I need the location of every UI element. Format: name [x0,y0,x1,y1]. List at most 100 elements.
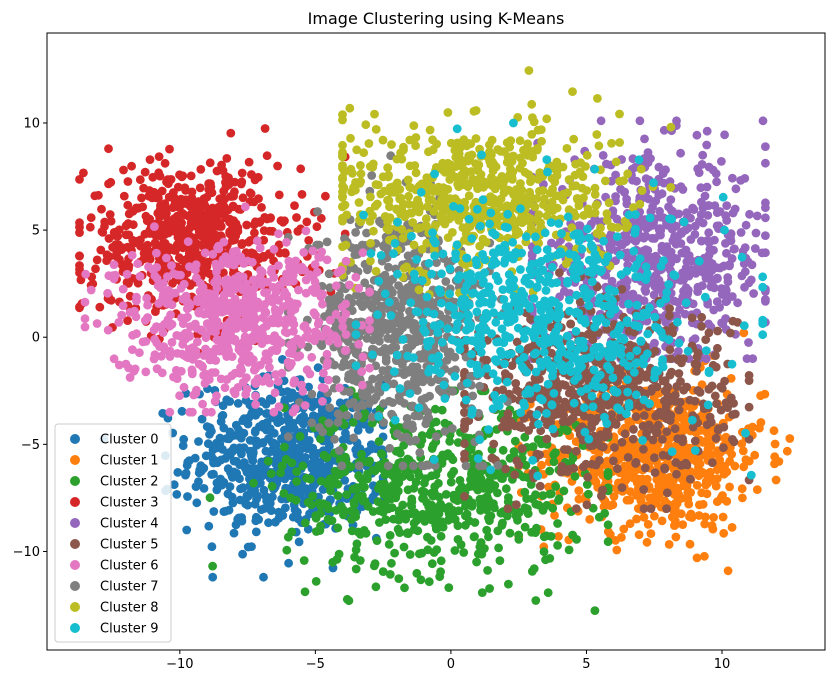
data-point [551,482,561,491]
data-point [192,239,202,249]
data-point [443,233,453,243]
data-point [205,493,215,503]
data-point [687,313,697,323]
data-point [604,198,614,208]
data-point [447,424,457,433]
data-point [639,454,648,464]
data-point [298,461,308,471]
data-point [628,434,638,444]
data-point [156,201,165,211]
data-point [671,221,681,231]
data-point [431,432,441,441]
data-point [514,530,523,540]
data-point [366,256,375,266]
data-point [127,161,136,171]
data-point [96,245,106,255]
data-point [181,468,191,478]
data-point [266,506,276,515]
data-point [740,282,749,292]
data-point [343,360,352,370]
data-point [184,456,194,465]
data-point [426,536,436,545]
data-point [355,179,365,188]
data-point [238,549,248,559]
data-point [704,384,714,394]
data-point [617,284,627,294]
data-point [342,410,352,420]
data-point [485,147,494,157]
data-point [303,498,313,507]
data-point [200,200,210,210]
data-point [316,476,326,486]
data-point [741,220,751,230]
data-point [165,144,174,154]
data-point [228,191,238,201]
data-point [568,413,578,423]
data-point [496,508,506,518]
data-point [498,518,507,528]
data-point [192,498,202,508]
data-point [704,228,714,238]
data-point [215,218,225,228]
data-point [510,470,520,480]
data-point [183,492,192,501]
data-point [700,191,710,201]
data-point [409,518,419,528]
data-point [478,461,488,471]
data-point [438,522,448,532]
data-point [671,532,681,542]
data-point [322,237,332,247]
data-point [229,528,239,538]
data-point [662,385,671,395]
data-point [216,474,225,484]
data-point [670,521,679,530]
data-point [709,513,718,522]
data-point [692,366,701,376]
data-point [219,423,229,433]
data-point [501,484,511,494]
data-point [402,529,412,538]
data-point [368,211,377,221]
data-point [415,448,425,458]
data-point [145,155,155,165]
data-point [225,229,235,239]
data-point [554,494,564,504]
data-point [601,176,610,186]
data-point [380,344,390,353]
data-point [676,182,686,192]
data-point [424,502,434,512]
data-point [641,174,651,184]
data-point [520,487,530,497]
data-point [324,504,333,514]
data-point [317,341,327,351]
data-point [228,236,237,245]
data-point [398,461,408,471]
data-point [356,161,365,170]
data-point [203,439,213,449]
data-point [227,446,237,456]
data-point [572,446,581,456]
data-point [425,391,434,401]
data-point [509,447,519,456]
data-point [655,206,664,216]
data-point [583,472,593,482]
data-point [236,179,246,189]
data-point [651,251,661,261]
data-point [584,489,593,499]
data-point [274,513,284,523]
data-point [403,454,412,464]
data-point [623,453,633,462]
data-point [283,432,293,442]
data-point [333,409,343,419]
data-point [345,399,355,409]
data-point [268,492,277,502]
data-point [598,151,608,160]
data-point [464,191,474,201]
data-point [424,413,434,423]
data-point [585,515,595,524]
data-point [622,253,632,263]
data-point [697,322,706,331]
data-point [359,148,369,158]
data-point [744,402,754,412]
data-point [384,483,394,493]
